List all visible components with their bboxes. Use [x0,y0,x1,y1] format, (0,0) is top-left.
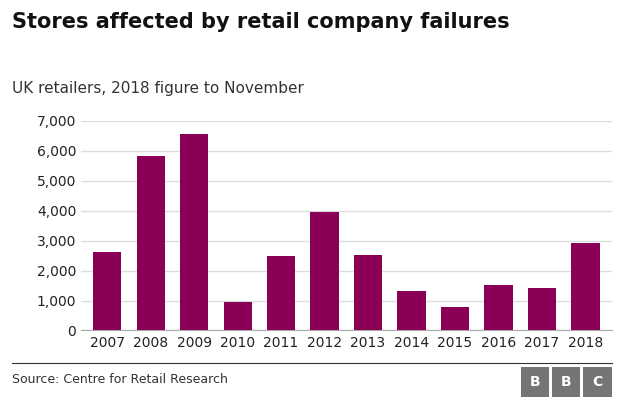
Text: Stores affected by retail company failures: Stores affected by retail company failur… [12,12,510,32]
Text: B: B [530,375,540,389]
Text: C: C [592,375,603,389]
Bar [180,134,208,330]
Bar [223,302,251,330]
Bar [137,156,165,330]
Bar [267,256,295,330]
Bar [397,291,426,330]
Bar [93,252,121,330]
Bar [572,243,600,330]
Text: Source: Centre for Retail Research: Source: Centre for Retail Research [12,373,228,386]
Bar [528,288,556,330]
Text: B: B [561,375,572,389]
Bar [441,307,469,330]
Bar [354,256,382,330]
Text: UK retailers, 2018 figure to November: UK retailers, 2018 figure to November [12,81,305,96]
Bar [484,285,512,330]
Bar [311,212,339,330]
